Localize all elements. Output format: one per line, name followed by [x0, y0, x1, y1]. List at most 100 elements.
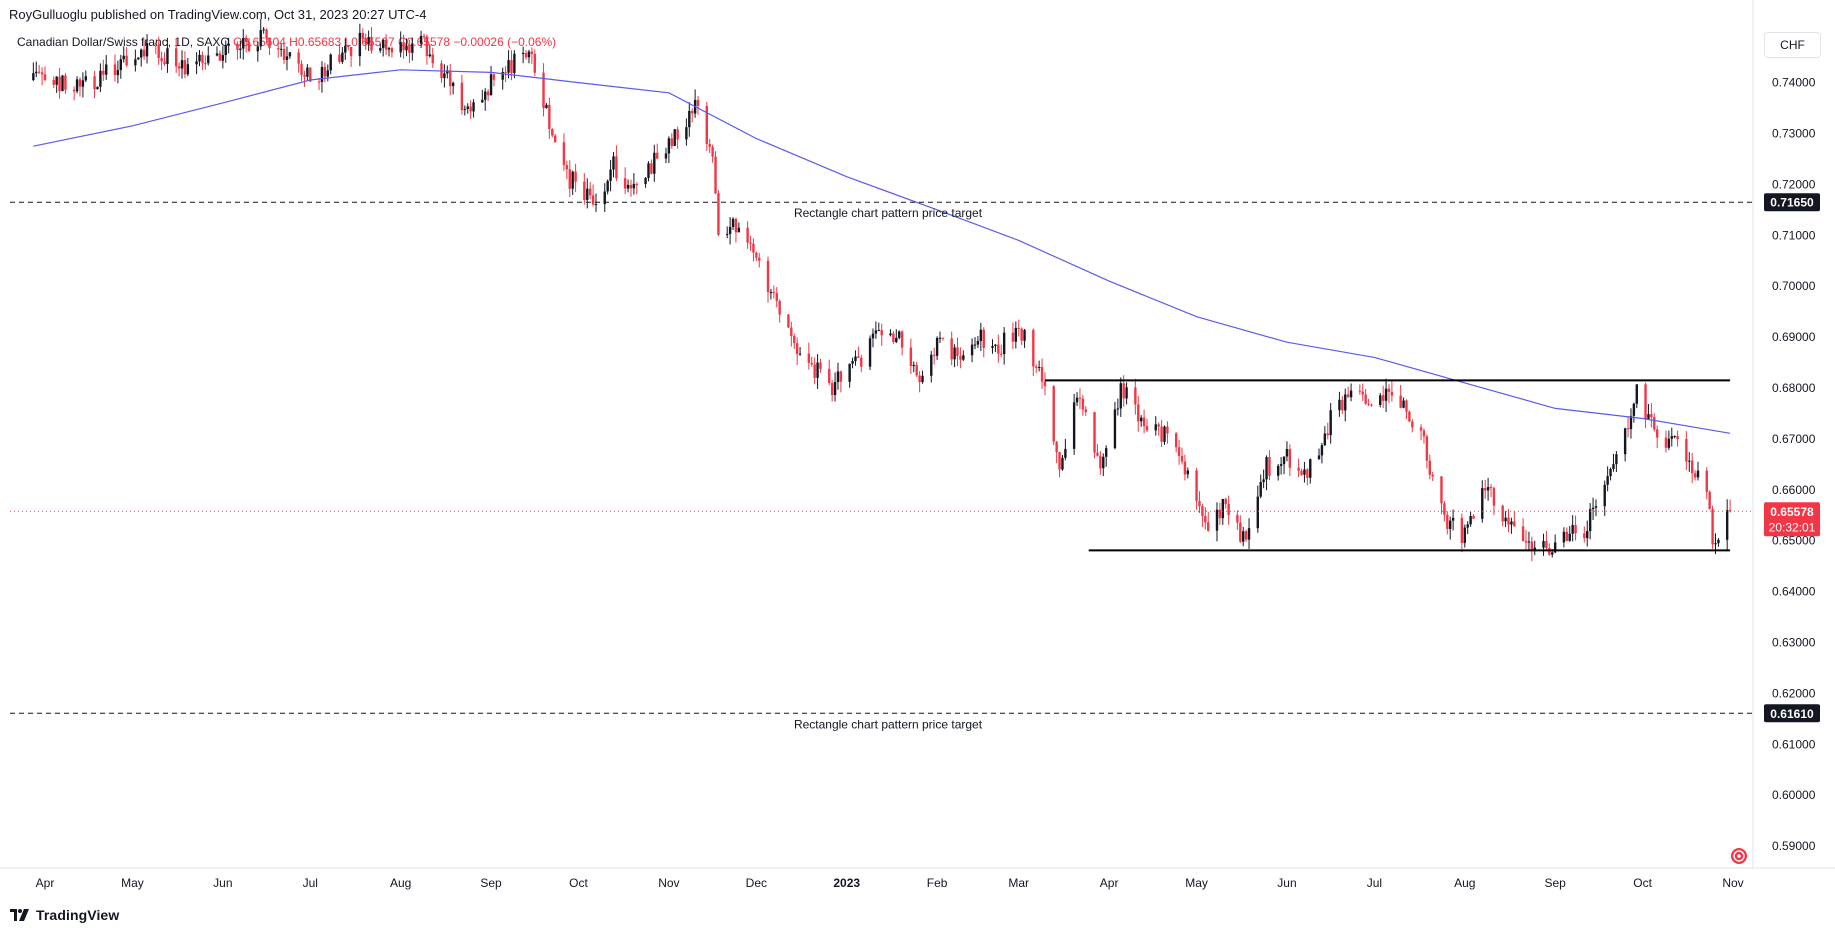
candle [262, 27, 265, 34]
price-tick-label: 0.65000 [1772, 534, 1816, 548]
candle [594, 193, 598, 213]
candle [405, 38, 408, 57]
tradingview-branding[interactable]: TradingView [10, 906, 119, 924]
time-tick-label: Jun [213, 876, 232, 890]
candle [935, 336, 939, 360]
candle [1443, 500, 1446, 522]
candle [1696, 461, 1700, 481]
candle [1078, 388, 1082, 410]
candle [1201, 503, 1204, 527]
candle [297, 48, 300, 73]
candle [1364, 389, 1367, 405]
candle [466, 103, 469, 114]
candle [1344, 388, 1347, 422]
candle [344, 38, 347, 60]
candle [603, 183, 606, 213]
candle [81, 72, 85, 98]
candle [688, 102, 691, 137]
candle [1527, 531, 1531, 551]
time-tick-label: Jul [1367, 876, 1382, 890]
target-price-badge[interactable]: 0.61610 [1764, 704, 1820, 723]
candle [1591, 497, 1595, 521]
candle [1116, 398, 1120, 416]
candle [708, 139, 711, 154]
candle [548, 97, 551, 139]
candle [411, 37, 414, 61]
candle [1198, 491, 1201, 513]
candle [676, 126, 679, 149]
candle [1446, 511, 1449, 535]
time-tick-label: May [121, 876, 144, 890]
candle [1061, 454, 1064, 471]
candle [1644, 382, 1647, 429]
candle [137, 57, 140, 60]
candle [644, 177, 647, 188]
candle [714, 151, 717, 195]
candle [553, 133, 557, 143]
candle [279, 44, 283, 57]
candle [1081, 395, 1085, 416]
moving-average-layer [33, 69, 1731, 434]
candle [635, 182, 639, 195]
candle [1688, 452, 1691, 472]
time-tick-label: Jun [1277, 876, 1296, 890]
candle [1341, 396, 1344, 414]
candle [1690, 452, 1694, 483]
ohlc-change: −0.00026 (−0.06%) [453, 35, 557, 49]
candle [1326, 422, 1329, 440]
candle [1402, 397, 1405, 409]
candle [1163, 425, 1166, 445]
candle [1650, 403, 1653, 428]
candle [379, 43, 382, 53]
candle [673, 129, 676, 146]
candle [898, 330, 901, 340]
candle [533, 49, 536, 77]
candle [256, 41, 260, 62]
target-price-badge[interactable]: 0.71650 [1764, 193, 1820, 212]
candle [1093, 411, 1096, 459]
candle [752, 238, 755, 262]
price-tick-label: 0.70000 [1772, 279, 1816, 293]
candle [1463, 524, 1466, 548]
candle [588, 181, 592, 200]
candle [921, 370, 924, 384]
price-tick-label: 0.67000 [1772, 432, 1816, 446]
candle [1160, 419, 1163, 447]
price-tick-label: 0.73000 [1772, 126, 1816, 140]
candle [122, 46, 125, 63]
candle [174, 38, 178, 73]
candle [717, 190, 720, 237]
time-tick-label: 2023 [833, 876, 860, 890]
candle [119, 54, 122, 79]
candle [1626, 417, 1630, 438]
candle [1277, 464, 1280, 481]
candle [848, 363, 851, 388]
candle [912, 361, 915, 373]
candle [484, 88, 487, 111]
candle [1483, 480, 1487, 499]
currency-button[interactable]: CHF [1764, 32, 1821, 58]
candle [775, 287, 778, 308]
candle [1137, 396, 1140, 432]
price-tick-label: 0.61000 [1772, 737, 1816, 751]
candle [1586, 520, 1589, 547]
time-tick-label: Sep [1544, 876, 1566, 890]
candle [1174, 431, 1178, 453]
candle [1064, 438, 1067, 461]
candle [282, 41, 286, 64]
candle [1387, 384, 1391, 403]
candle [1134, 378, 1137, 415]
candle [1183, 454, 1187, 481]
candle [145, 34, 149, 64]
candle [125, 47, 128, 67]
candle [1268, 450, 1271, 481]
candle [1489, 484, 1493, 497]
candle [1300, 468, 1303, 476]
candle [1717, 538, 1720, 547]
candle [1588, 503, 1592, 540]
replay-icon[interactable] [1731, 848, 1747, 864]
candle [766, 256, 770, 303]
candle [1145, 418, 1149, 433]
